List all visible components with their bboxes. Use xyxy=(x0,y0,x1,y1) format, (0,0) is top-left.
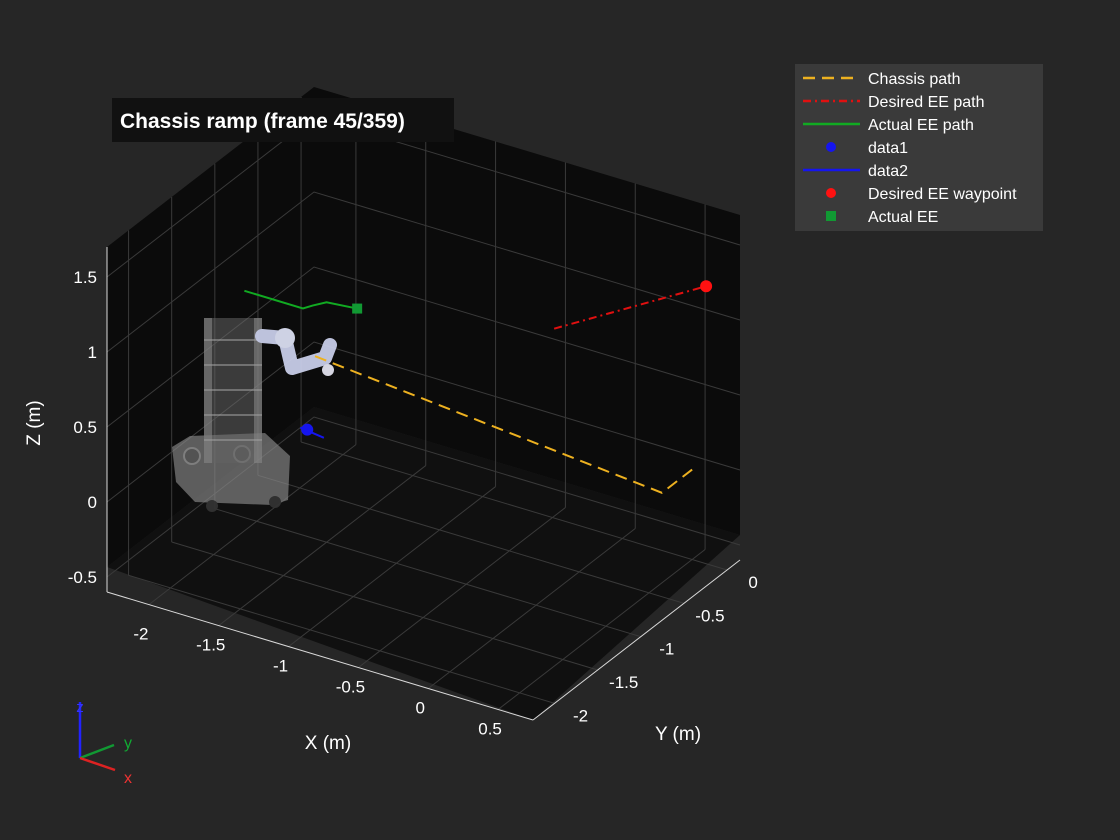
legend-item-chassis-path: Chassis path xyxy=(803,71,961,88)
robot-arm-joint xyxy=(275,328,295,348)
legend-label: Desired EE waypoint xyxy=(868,186,1017,203)
grid-line xyxy=(106,416,741,578)
z-tick-label: -0.5 xyxy=(68,568,97,587)
x-tick-label: -1 xyxy=(273,657,288,676)
grid-lines xyxy=(106,97,741,710)
series-desired-ee-path-line xyxy=(553,285,707,330)
legend-label: data2 xyxy=(868,163,908,180)
legend-label: Chassis path xyxy=(868,71,961,88)
robot-arm-wrist xyxy=(322,364,334,376)
x-tick-label: -0.5 xyxy=(336,678,365,697)
triad-y-line xyxy=(79,743,115,760)
grid-line xyxy=(148,444,357,605)
z-axis-label: Z (m) xyxy=(24,400,45,445)
x-tick-label: 0.5 xyxy=(478,720,502,739)
triad-x-line xyxy=(79,756,116,772)
grid-line xyxy=(106,266,741,428)
legend-marker xyxy=(826,142,836,152)
grid-line xyxy=(427,528,636,689)
y-tick-label: -1.5 xyxy=(609,673,638,692)
legend-item-desired-ee-path: Desired EE path xyxy=(803,94,985,111)
y-tick-label: -1 xyxy=(659,640,674,659)
x-tick-label: -1.5 xyxy=(196,636,225,655)
legend-item-data2: data2 xyxy=(803,163,908,180)
x-axis-line xyxy=(106,591,534,721)
grid-line xyxy=(214,508,641,638)
z-tick-label: 0.5 xyxy=(73,418,97,437)
chart-title: Chassis ramp (frame 45/359) xyxy=(120,110,405,133)
robot-mast-rungs xyxy=(204,339,262,441)
legend-marker xyxy=(826,188,836,198)
back-wall-right xyxy=(314,87,740,535)
tick-labels: -2 -1.5 -1 -0.5 0 0.5 -2 -1.5 -1 -0.5 0 -0.5 0 0.5 1 1.… xyxy=(68,268,758,739)
series-actual-ee-path-line xyxy=(244,289,358,310)
legend-label: data1 xyxy=(868,140,908,157)
legend-item-data1: data1 xyxy=(826,140,908,157)
z-tick-label: 0 xyxy=(88,493,97,512)
legend-marker xyxy=(826,211,836,221)
legend-label: Actual EE path xyxy=(868,117,974,134)
axis-lines xyxy=(106,247,741,721)
title-box xyxy=(112,98,454,142)
grid-line xyxy=(288,486,496,647)
robot-model xyxy=(172,318,337,512)
x-tick-label: 0 xyxy=(416,699,425,718)
y-tick-label: -2 xyxy=(573,706,588,725)
grid-line xyxy=(257,474,685,604)
series-chassis-path-line xyxy=(314,355,693,494)
y-tick-label: 0 xyxy=(748,573,757,592)
grid-line xyxy=(218,465,427,626)
robot-wheel-rear-left xyxy=(206,500,218,512)
grid-line xyxy=(358,507,566,668)
legend-label: Actual EE xyxy=(868,209,938,226)
grid-line xyxy=(128,574,555,704)
x-tick-label: -2 xyxy=(133,625,148,644)
triad-y-label: y xyxy=(124,735,132,752)
plot-series xyxy=(244,280,713,494)
x-axis-label: X (m) xyxy=(305,733,351,754)
triad-z-label: z xyxy=(76,699,84,716)
triad-x-label: x xyxy=(124,770,132,787)
y-axis-line xyxy=(532,559,741,721)
y-tick-label: -0.5 xyxy=(695,606,724,625)
grid-line xyxy=(497,549,706,710)
legend-item-desired-ee-waypoint: Desired EE waypoint xyxy=(826,186,1017,203)
robot-wheel-front-left xyxy=(183,447,201,465)
z-tick-label: 1.5 xyxy=(73,268,97,287)
series-desired-ee-waypoint-marker xyxy=(700,280,713,293)
series-actual-ee-marker xyxy=(352,303,363,314)
grid-line xyxy=(300,441,728,571)
y-axis-label: Y (m) xyxy=(655,724,701,745)
axes-triad: z y x xyxy=(76,699,132,787)
legend-item-actual-ee-path: Actual EE path xyxy=(803,117,974,134)
legend-label: Desired EE path xyxy=(868,94,985,111)
robot-wheel-rear-right xyxy=(269,496,281,508)
grid-line xyxy=(106,191,741,353)
grid-line xyxy=(171,541,598,671)
z-tick-label: 1 xyxy=(88,343,97,362)
legend-box xyxy=(795,64,1043,231)
axes-box xyxy=(107,87,740,720)
legend: Chassis path Desired EE path Actual EE pat… xyxy=(795,64,1043,231)
legend-item-actual-ee: Actual EE xyxy=(826,209,938,226)
series-data2-line xyxy=(299,426,325,439)
